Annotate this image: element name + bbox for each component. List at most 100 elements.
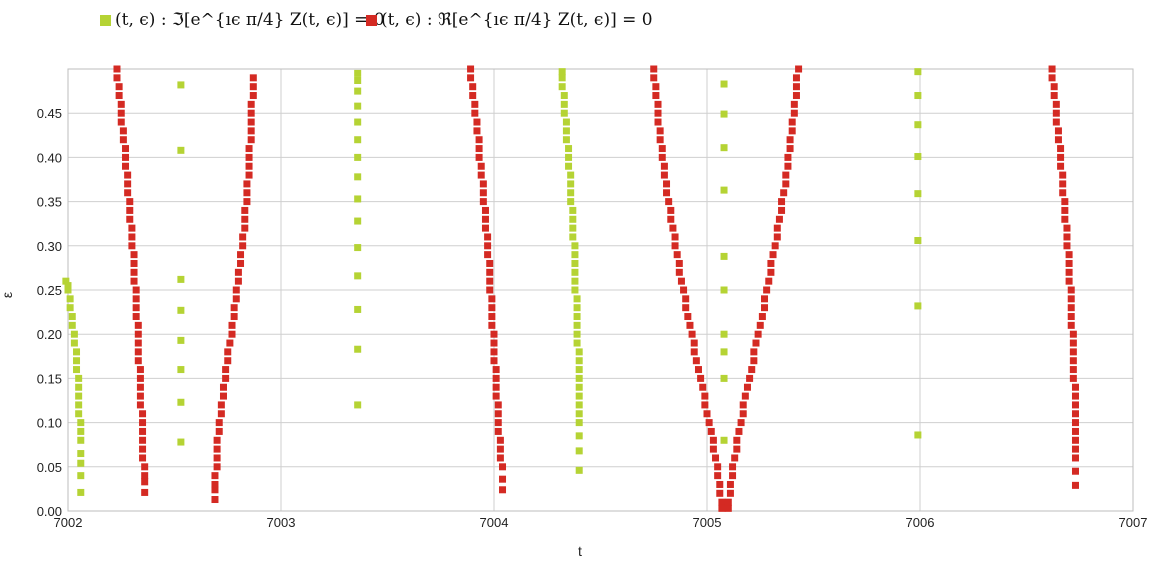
chart-gridlines: [67, 69, 1134, 512]
data-point: [690, 339, 698, 347]
data-point: [720, 348, 728, 356]
data-point: [354, 102, 362, 110]
data-point: [792, 92, 800, 100]
data-point: [354, 118, 362, 126]
data-point: [237, 251, 245, 259]
data-point: [134, 330, 142, 338]
data-point: [247, 136, 255, 144]
data-point: [560, 109, 568, 117]
data-point: [239, 242, 247, 250]
data-point: [1071, 410, 1079, 418]
data-point: [232, 295, 240, 303]
data-point: [354, 272, 362, 280]
data-point: [249, 74, 257, 82]
legend-label-imaginary: (t, ϵ) : ℑ[e^{ıϵ π/4} Z(t, ϵ)] = 0: [115, 10, 385, 30]
data-point: [765, 277, 773, 285]
data-point: [675, 259, 683, 267]
data-point: [1069, 366, 1077, 374]
data-point: [701, 401, 709, 409]
data-point: [665, 198, 673, 206]
data-point: [115, 92, 123, 100]
data-point: [68, 321, 76, 329]
data-point: [247, 100, 255, 108]
data-point: [211, 496, 219, 504]
data-point: [663, 189, 671, 197]
data-point: [686, 321, 694, 329]
data-point: [567, 189, 575, 197]
data-point: [718, 498, 726, 506]
data-point: [731, 454, 739, 462]
y-tick-label: 0.10: [37, 416, 62, 431]
data-point: [575, 366, 583, 374]
data-point: [754, 330, 762, 338]
data-point: [575, 447, 583, 455]
data-point: [780, 189, 788, 197]
data-point: [479, 189, 487, 197]
data-point: [499, 486, 507, 494]
data-point: [354, 76, 362, 84]
data-point: [1057, 162, 1065, 170]
data-point: [222, 374, 230, 382]
data-point: [654, 100, 662, 108]
data-point: [228, 330, 236, 338]
data-point: [718, 504, 726, 512]
data-point: [224, 348, 232, 356]
y-tick-label: 0.20: [37, 327, 62, 342]
data-point: [245, 162, 253, 170]
data-point: [117, 118, 125, 126]
data-point: [571, 268, 579, 276]
data-point: [477, 162, 485, 170]
data-point: [354, 217, 362, 225]
y-tick-label: 0.05: [37, 460, 62, 475]
y-tick-label: 0.35: [37, 195, 62, 210]
data-point: [739, 410, 747, 418]
x-tick-label: 7002: [54, 515, 83, 530]
data-point: [136, 401, 144, 409]
data-point: [567, 198, 575, 206]
data-point: [720, 286, 728, 294]
data-point: [232, 286, 240, 294]
data-point: [724, 504, 732, 512]
data-point: [571, 251, 579, 259]
data-point: [241, 224, 249, 232]
data-point: [699, 383, 707, 391]
data-point: [247, 118, 255, 126]
data-point: [1052, 109, 1060, 117]
data-point: [124, 189, 132, 197]
data-point: [750, 357, 758, 365]
data-point: [720, 436, 728, 444]
data-point: [64, 282, 72, 290]
data-point: [477, 171, 485, 179]
data-point: [694, 366, 702, 374]
data-point: [750, 348, 758, 356]
data-point: [788, 127, 796, 135]
data-point: [473, 127, 481, 135]
data-point: [709, 436, 717, 444]
data-point: [469, 92, 477, 100]
data-point: [1048, 74, 1056, 82]
data-point: [684, 313, 692, 321]
data-point: [215, 427, 223, 435]
data-point: [558, 83, 566, 91]
data-point: [1071, 445, 1079, 453]
data-point: [484, 242, 492, 250]
data-point: [914, 190, 922, 198]
data-point: [690, 348, 698, 356]
data-point: [467, 65, 475, 73]
data-point: [1065, 277, 1073, 285]
data-point: [1061, 215, 1069, 223]
data-point: [720, 252, 728, 260]
data-point: [499, 475, 507, 483]
data-point: [68, 313, 76, 321]
data-point: [469, 83, 477, 91]
data-point: [245, 145, 253, 153]
data-point: [243, 189, 251, 197]
data-point: [733, 445, 741, 453]
data-point: [139, 419, 147, 427]
data-point: [136, 383, 144, 391]
data-point: [122, 162, 130, 170]
data-point: [663, 180, 671, 188]
data-point: [354, 136, 362, 144]
data-point: [571, 286, 579, 294]
data-point: [769, 251, 777, 259]
